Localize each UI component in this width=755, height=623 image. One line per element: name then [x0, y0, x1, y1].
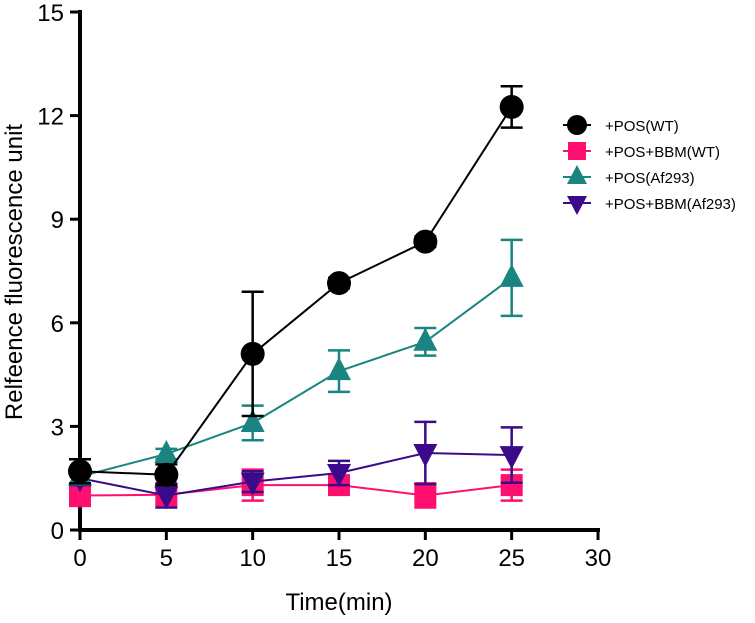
data-point — [154, 462, 179, 487]
data-point — [500, 474, 523, 497]
series-2 — [68, 238, 524, 486]
data-point — [327, 271, 351, 296]
x-tick-label: 20 — [412, 545, 439, 572]
data-point — [413, 229, 438, 254]
series-3 — [68, 420, 524, 510]
data-point — [68, 459, 92, 484]
series-line — [79, 484, 512, 497]
series-line — [79, 106, 513, 476]
series-0 — [68, 84, 524, 487]
y-tick-label: 9 — [51, 207, 64, 234]
series-1 — [69, 468, 523, 509]
y-tick-label: 15 — [37, 0, 64, 27]
y-tick-label: 12 — [37, 104, 64, 131]
x-tick-label: 30 — [585, 545, 612, 572]
data-point — [154, 440, 179, 464]
y-axis-label: Relfeence fluorescence unit — [1, 124, 28, 421]
x-tick-label: 10 — [239, 545, 266, 572]
x-tick-label: 25 — [498, 545, 525, 572]
data-point — [414, 484, 437, 507]
legend-label: +POS(WT) — [605, 118, 679, 135]
series-line — [79, 451, 512, 497]
data-point — [327, 464, 351, 488]
legend-marker — [567, 165, 587, 184]
x-tick-label: 15 — [326, 545, 353, 572]
data-point — [240, 341, 265, 366]
legend-label: +POS+BBM(WT) — [605, 144, 720, 161]
data-point — [69, 484, 91, 507]
x-axis-label: Time(min) — [285, 589, 392, 616]
legend-marker — [567, 196, 587, 215]
legend-label: +POS(Af293) — [605, 170, 695, 187]
data-point — [413, 327, 438, 351]
y-tick-label: 0 — [51, 518, 64, 545]
data-point — [327, 357, 351, 381]
data-point — [499, 94, 524, 119]
data-point — [413, 443, 438, 467]
axes: 0 5 10 15 20 25 30 0 3 6 9 12 15 — [37, 0, 611, 572]
data-point — [499, 446, 524, 470]
data-point — [154, 486, 179, 510]
x-tick-label: 0 — [73, 545, 86, 572]
y-tick-label: 6 — [51, 311, 64, 338]
legend-marker — [568, 142, 586, 160]
data-point — [240, 408, 265, 432]
legend: +POS(WT) +POS+BBM(WT) +POS(Af293) +POS+BBM(… — [563, 115, 736, 215]
data-point — [499, 263, 524, 287]
data-point — [240, 472, 265, 496]
x-tick-label: 5 — [160, 545, 173, 572]
legend-marker — [567, 115, 587, 135]
legend-label: +POS+BBM(Af293) — [605, 196, 736, 213]
series-line — [79, 277, 513, 478]
plot-area — [68, 84, 524, 510]
y-tick-label: 3 — [51, 414, 64, 441]
